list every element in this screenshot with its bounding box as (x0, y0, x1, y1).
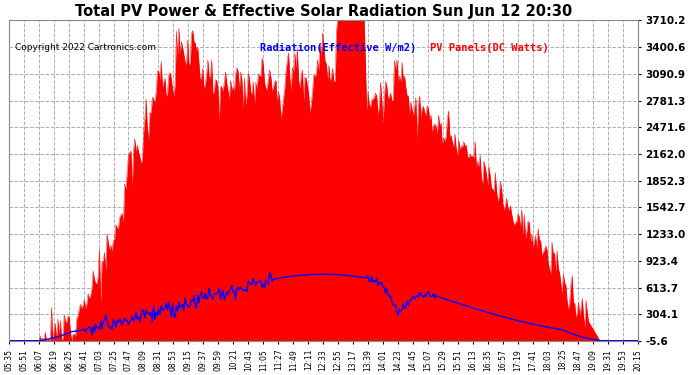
Title: Total PV Power & Effective Solar Radiation Sun Jun 12 20:30: Total PV Power & Effective Solar Radiati… (75, 4, 572, 19)
Text: Copyright 2022 Cartronics.com: Copyright 2022 Cartronics.com (15, 43, 156, 52)
Text: Radiation(Effective W/m2): Radiation(Effective W/m2) (260, 43, 417, 53)
Text: PV Panels(DC Watts): PV Panels(DC Watts) (430, 43, 549, 53)
